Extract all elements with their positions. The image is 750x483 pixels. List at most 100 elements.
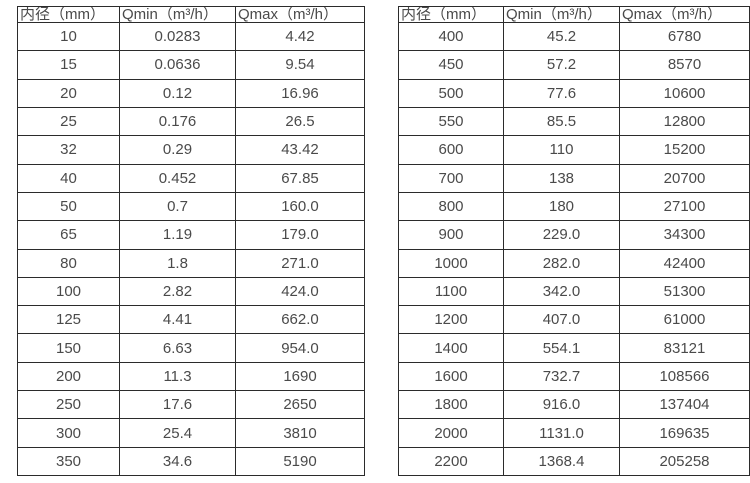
table-cell: 916.0	[503, 390, 620, 420]
table-row: 900 229.0 34300	[398, 220, 750, 250]
table-row: 500 77.6 10600	[398, 78, 750, 108]
table-cell: 65	[17, 220, 120, 250]
table-cell: 10600	[619, 78, 750, 108]
table-cell: 4.42	[235, 21, 365, 52]
table-cell: 600	[398, 135, 504, 165]
table-row: 1100 342.0 51300	[398, 276, 750, 307]
table-cell: 0.0283	[119, 21, 236, 52]
table-cell: 800	[398, 191, 504, 222]
table-cell: 1000	[398, 248, 504, 278]
table-cell: 45.2	[503, 21, 620, 52]
table-cell: 4.41	[119, 305, 236, 335]
table-cell: 108566	[619, 361, 750, 392]
table-row: 15 0.0636 9.54	[17, 50, 365, 80]
table-cell: 662.0	[235, 305, 365, 335]
table-cell: 1131.0	[503, 418, 620, 448]
table-cell: 1800	[398, 390, 504, 420]
table-row: 100 2.82 424.0	[17, 276, 365, 307]
table-row: 50 0.7 160.0	[17, 191, 365, 222]
table-cell: 100	[17, 276, 120, 307]
table-cell: 1368.4	[503, 446, 620, 477]
table-row: 200 11.3 1690	[17, 361, 365, 392]
table-cell: 271.0	[235, 248, 365, 278]
table-cell: 43.42	[235, 135, 365, 165]
table-cell: 200	[17, 361, 120, 392]
table-cell: 1200	[398, 305, 504, 335]
table-cell: 25	[17, 106, 120, 137]
table-cell: 350	[17, 446, 120, 477]
table-cell: 6.63	[119, 333, 236, 363]
table-row: 250 17.6 2650	[17, 390, 365, 420]
table-row: 600 110 15200	[398, 135, 750, 165]
table-cell: 900	[398, 220, 504, 250]
table-cell: 8570	[619, 50, 750, 80]
table-cell: 15	[17, 50, 120, 80]
table-cell: 42400	[619, 248, 750, 278]
table-cell: 2000	[398, 418, 504, 448]
table-cell: 57.2	[503, 50, 620, 80]
table-cell: 6780	[619, 21, 750, 52]
table-cell: 137404	[619, 390, 750, 420]
table-cell: 550	[398, 106, 504, 137]
table-row: 350 34.6 5190	[17, 446, 365, 477]
table-cell: 2.82	[119, 276, 236, 307]
table-row: 150 6.63 954.0	[17, 333, 365, 363]
table-cell: 40	[17, 163, 120, 193]
table-row: 2000 1131.0 169635	[398, 418, 750, 448]
table-cell: 85.5	[503, 106, 620, 137]
table-cell: 2200	[398, 446, 504, 477]
table-cell: 150	[17, 333, 120, 363]
table-cell: 1.19	[119, 220, 236, 250]
table-cell: 554.1	[503, 333, 620, 363]
table-cell: 20	[17, 78, 120, 108]
table-row: 450 57.2 8570	[398, 50, 750, 80]
table-row: 300 25.4 3810	[17, 418, 365, 448]
table-cell: 407.0	[503, 305, 620, 335]
table-row: 20 0.12 16.96	[17, 78, 365, 108]
table-row: 800 180 27100	[398, 191, 750, 222]
table-cell: 0.12	[119, 78, 236, 108]
header-row: 内径（mm） Qmin（m³/h） Qmax（m³/h）	[17, 6, 365, 23]
flow-rate-table-large-diameter: 内径（mm） Qmin（m³/h） Qmax（m³/h） 400 45.2 6780 450…	[398, 6, 750, 477]
table-cell: 400	[398, 21, 504, 52]
column-header: Qmax（m³/h）	[235, 6, 365, 23]
table-cell: 250	[17, 390, 120, 420]
table-cell: 342.0	[503, 276, 620, 307]
table-cell: 179.0	[235, 220, 365, 250]
table-row: 1000 282.0 42400	[398, 248, 750, 278]
table-cell: 0.29	[119, 135, 236, 165]
header-row: 内径（mm） Qmin（m³/h） Qmax（m³/h）	[398, 6, 750, 23]
table-row: 2200 1368.4 205258	[398, 446, 750, 477]
table-cell: 205258	[619, 446, 750, 477]
table-cell: 160.0	[235, 191, 365, 222]
table-cell: 700	[398, 163, 504, 193]
table-cell: 500	[398, 78, 504, 108]
table-cell: 77.6	[503, 78, 620, 108]
table-row: 65 1.19 179.0	[17, 220, 365, 250]
table-row: 1800 916.0 137404	[398, 390, 750, 420]
table-cell: 1690	[235, 361, 365, 392]
table-cell: 26.5	[235, 106, 365, 137]
table-cell: 61000	[619, 305, 750, 335]
table-cell: 110	[503, 135, 620, 165]
table-row: 32 0.29 43.42	[17, 135, 365, 165]
column-header: Qmin（m³/h）	[503, 6, 620, 23]
table-row: 1200 407.0 61000	[398, 305, 750, 335]
table-cell: 27100	[619, 191, 750, 222]
table-cell: 9.54	[235, 50, 365, 80]
table-cell: 50	[17, 191, 120, 222]
column-header: Qmin（m³/h）	[119, 6, 236, 23]
table-cell: 80	[17, 248, 120, 278]
table-cell: 0.176	[119, 106, 236, 137]
table-cell: 424.0	[235, 276, 365, 307]
table-cell: 1400	[398, 333, 504, 363]
table-cell: 20700	[619, 163, 750, 193]
column-header: 内径（mm）	[17, 6, 120, 23]
table-cell: 125	[17, 305, 120, 335]
table-row: 1600 732.7 108566	[398, 361, 750, 392]
table-row: 700 138 20700	[398, 163, 750, 193]
table-cell: 300	[17, 418, 120, 448]
table-cell: 34.6	[119, 446, 236, 477]
table-cell: 450	[398, 50, 504, 80]
table-cell: 1100	[398, 276, 504, 307]
